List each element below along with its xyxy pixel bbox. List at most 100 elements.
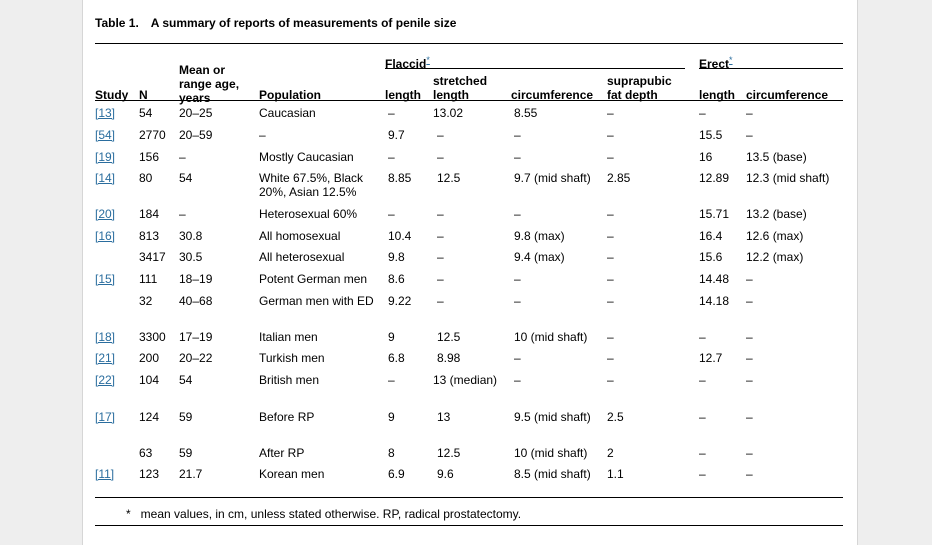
flaccid-length-cell: 9.22 [388, 294, 412, 308]
study-ref-link[interactable]: [19] [95, 150, 116, 164]
erect-length-cell: 16.4 [699, 229, 723, 243]
study-ref-link[interactable]: [22] [95, 373, 116, 387]
n-cell: 3300 [139, 330, 166, 344]
age-cell: 17–19 [179, 330, 213, 344]
flaccid-circumference-cell: – [514, 207, 521, 221]
study-ref-link[interactable]: [18] [95, 330, 116, 344]
fat-depth-cell: – [607, 250, 614, 264]
stretched-length-cell: – [437, 207, 444, 221]
table-title: Table 1. A summary of reports of measurem… [95, 16, 456, 30]
header-flaccid-circumference: circumference [511, 88, 594, 102]
flaccid-subrule [385, 68, 685, 69]
age-cell: 20–22 [179, 351, 213, 365]
study-ref-link[interactable]: [13] [95, 106, 116, 120]
stretched-length-cell: – [437, 294, 444, 308]
footnote-rule [95, 525, 843, 526]
erect-length-cell: – [699, 330, 706, 344]
age-cell: 30.8 [179, 229, 203, 243]
erect-circumference-cell: 13.5 (base) [746, 150, 807, 164]
population-cell: All homosexual [259, 229, 341, 243]
flaccid-length-cell: – [388, 207, 395, 221]
bottom-rule [95, 497, 843, 498]
header-n: N [139, 88, 148, 102]
n-cell: 104 [139, 373, 160, 387]
population-cell: Caucasian [259, 106, 316, 120]
n-cell: 54 [139, 106, 153, 120]
age-cell: 59 [179, 410, 193, 424]
fat-depth-cell: – [607, 330, 614, 344]
population-cell: Mostly Caucasian [259, 150, 354, 164]
fat-depth-cell: 2.5 [607, 410, 624, 424]
flaccid-circumference-cell: 9.7 (mid shaft) [514, 171, 591, 185]
n-cell: 124 [139, 410, 160, 424]
study-ref-link[interactable]: [15] [95, 272, 116, 286]
age-cell: 40–68 [179, 294, 213, 308]
table-footnote: * mean values, in cm, unless stated other… [126, 507, 522, 521]
header-flaccid-length: length [385, 88, 421, 102]
footnote-marker-link[interactable]: * [729, 55, 733, 65]
study-ref-link[interactable]: [21] [95, 351, 116, 365]
stretched-length-cell: 13 [437, 410, 451, 424]
footnote-marker-link[interactable]: * [426, 55, 430, 65]
population-cell: Turkish men [259, 351, 325, 365]
top-rule [95, 43, 843, 44]
erect-circumference-cell: – [746, 294, 753, 308]
stretched-length-cell: – [437, 250, 444, 264]
flaccid-length-cell: 10.4 [388, 229, 412, 243]
age-cell: – [179, 150, 186, 164]
header-population: Population [259, 88, 321, 102]
flaccid-length-cell: 8.85 [388, 171, 412, 185]
table-panel: Table 1. A summary of reports of measurem… [82, 0, 858, 545]
n-cell: 3417 [139, 250, 166, 264]
population-cell: Italian men [259, 330, 318, 344]
erect-length-cell: 12.89 [699, 171, 730, 185]
age-cell: 54 [179, 171, 193, 185]
table-number: Table 1. [95, 16, 139, 30]
flaccid-length-cell: 8 [388, 446, 395, 460]
study-ref-link[interactable]: [14] [95, 171, 116, 185]
erect-length-cell: 12.7 [699, 351, 723, 365]
fat-depth-cell: – [607, 229, 614, 243]
erect-circumference-cell: – [746, 128, 753, 142]
study-ref-link[interactable]: [54] [95, 128, 116, 142]
study-ref-link[interactable]: [16] [95, 229, 116, 243]
n-cell: 813 [139, 229, 160, 243]
study-ref-link[interactable]: [11] [95, 467, 115, 481]
n-cell: 32 [139, 294, 153, 308]
erect-circumference-cell: 12.3 (mid shaft) [746, 171, 830, 185]
population-cell: After RP [259, 446, 305, 460]
age-cell: 20–25 [179, 106, 213, 120]
flaccid-circumference-cell: – [514, 128, 521, 142]
stretched-length-cell: 12.5 [437, 446, 461, 460]
age-cell: – [179, 207, 186, 221]
flaccid-length-cell: – [388, 106, 395, 120]
header-erect-circumference: circumference [746, 88, 829, 102]
header-erect-length: length [699, 88, 735, 102]
header-stretched-length: stretched length [433, 74, 488, 102]
stretched-length-cell: – [437, 272, 444, 286]
erect-circumference-cell: – [746, 330, 753, 344]
flaccid-length-cell: 6.8 [388, 351, 405, 365]
population-cell: Potent German men [259, 272, 368, 286]
stretched-length-cell: 12.5 [437, 330, 461, 344]
flaccid-length-cell: 9 [388, 330, 395, 344]
erect-circumference-cell: – [746, 373, 753, 387]
study-ref-link[interactable]: [20] [95, 207, 116, 221]
erect-circumference-cell: – [746, 446, 753, 460]
header-study: Study [95, 88, 129, 102]
n-cell: 111 [139, 272, 158, 286]
stretched-length-cell: 8.98 [437, 351, 461, 365]
population-cell: Heterosexual 60% [259, 207, 358, 221]
erect-circumference-cell: 13.2 (base) [746, 207, 807, 221]
flaccid-circumference-cell: 9.8 (max) [514, 229, 565, 243]
fat-depth-cell: – [607, 373, 614, 387]
study-ref-link[interactable]: [17] [95, 410, 116, 424]
fat-depth-cell: – [607, 150, 614, 164]
population-cell: German men with ED [259, 294, 374, 308]
n-cell: 184 [139, 207, 160, 221]
erect-length-cell: 14.18 [699, 294, 730, 308]
flaccid-length-cell: – [388, 150, 395, 164]
age-cell: 20–59 [179, 128, 213, 142]
erect-circumference-cell: – [746, 272, 753, 286]
fat-depth-cell: 2 [607, 446, 614, 460]
